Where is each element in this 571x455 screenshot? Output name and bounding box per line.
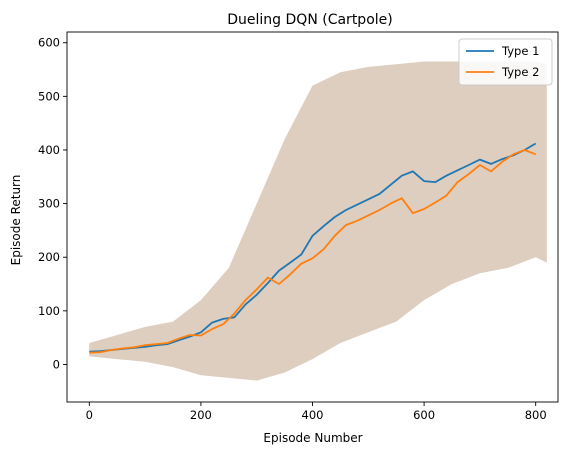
- y-tick-label: 600: [38, 36, 60, 50]
- chart-title: Dueling DQN (Cartpole): [227, 12, 392, 28]
- x-tick-label: 600: [413, 408, 435, 422]
- shaded-band: [89, 62, 547, 381]
- x-tick-label: 0: [86, 408, 93, 422]
- legend: Type 1 Type 2: [459, 39, 552, 85]
- y-tick-label: 300: [38, 197, 60, 211]
- y-tick-label: 200: [38, 250, 60, 264]
- band-layer: [89, 62, 547, 381]
- legend-label-1: Type 1: [501, 44, 539, 58]
- legend-label-2: Type 2: [501, 65, 539, 79]
- y-tick-label: 500: [38, 89, 60, 103]
- x-axis-label: Episode Number: [263, 431, 362, 445]
- y-axis-label: Episode Return: [9, 175, 23, 266]
- x-tick-label: 800: [525, 408, 547, 422]
- y-tick-label: 100: [38, 304, 60, 318]
- y-tick-label: 0: [53, 357, 60, 371]
- x-ticks: 0 200 400 600 800: [86, 402, 547, 422]
- x-tick-label: 200: [190, 408, 212, 422]
- y-ticks: 0 100 200 300 400 500 600: [38, 36, 67, 372]
- y-tick-label: 400: [38, 143, 60, 157]
- x-tick-label: 400: [302, 408, 324, 422]
